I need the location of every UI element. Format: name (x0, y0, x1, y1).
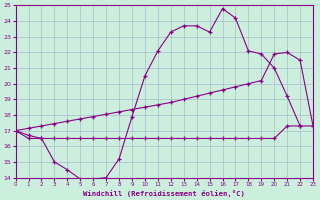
X-axis label: Windchill (Refroidissement éolien,°C): Windchill (Refroidissement éolien,°C) (84, 190, 245, 197)
